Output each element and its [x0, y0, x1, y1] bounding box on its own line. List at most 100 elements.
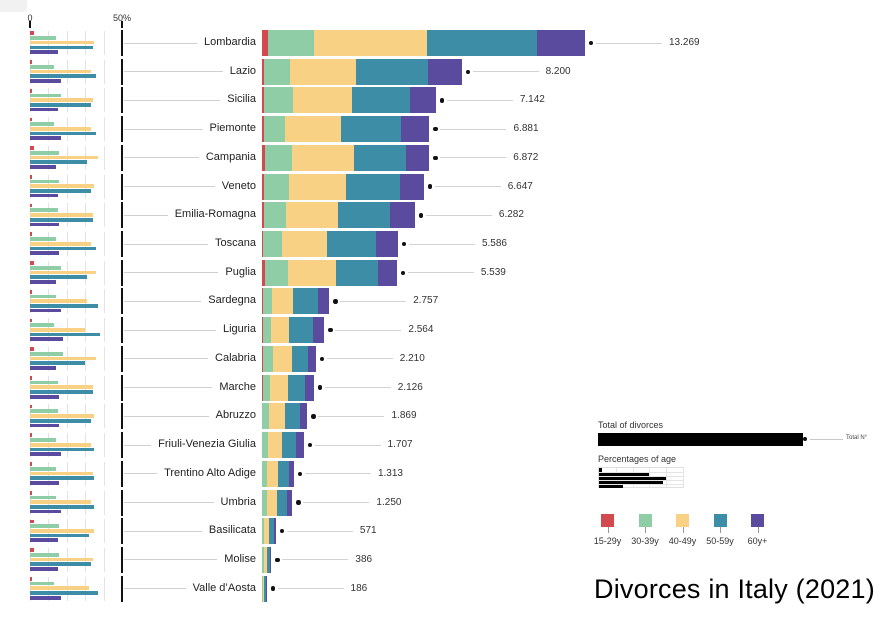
- region-label: Piemonte: [202, 122, 256, 136]
- small-bar-50-59y: [30, 131, 97, 136]
- legend-total-marker-label: Total N°: [846, 435, 868, 441]
- bar-segment-40-49y: [313, 30, 427, 56]
- bar-segment-30-39y: [262, 460, 267, 487]
- small-bar-50-59y: [30, 591, 99, 595]
- stacked-bar: [262, 116, 430, 143]
- leader-line: [124, 71, 254, 73]
- bar-segment-50-59y: [276, 489, 288, 516]
- small-bar-50-59y: [30, 533, 89, 538]
- bar-segment-60y+: [427, 58, 462, 85]
- stacked-bar: [262, 288, 330, 315]
- stacked-bar: [262, 317, 325, 344]
- small-bar-60y+: [30, 509, 62, 514]
- small-bar-40-49y: [30, 155, 99, 160]
- bar-segment-50-59y: [281, 432, 297, 459]
- small-bar-30-39y: [30, 581, 54, 586]
- bar-segment-30-39y: [262, 374, 271, 401]
- small-bar-30-39y: [30, 352, 64, 356]
- legend-pct-example-chart: [598, 467, 684, 488]
- bar-segment-30-39y: [263, 87, 294, 114]
- small-bar-15-29y: [30, 318, 32, 323]
- bar-segment-50-59y: [355, 58, 428, 85]
- fifty-percent-marker: [121, 173, 123, 200]
- small-bar-50-59y: [30, 505, 95, 509]
- bar-segment-40-49y: [289, 173, 347, 200]
- small-bar-30-39y: [30, 93, 62, 98]
- bar-segment-30-39y: [263, 231, 283, 258]
- value-line: [318, 415, 385, 417]
- bar-segment-60y+: [300, 403, 308, 430]
- bar-segment-40-49y: [287, 259, 337, 286]
- stacked-bar: [262, 58, 462, 85]
- bar-segment-30-39y: [262, 489, 267, 516]
- small-bar-15-29y: [30, 404, 32, 409]
- bar-segment-60y+: [305, 374, 314, 401]
- small-bar-40-49y: [30, 213, 93, 217]
- bar-segment-40-49y: [270, 374, 288, 401]
- small-bar-50-59y: [30, 303, 99, 308]
- value-dot-marker: [465, 69, 470, 74]
- total-value-label: 386: [355, 553, 373, 565]
- total-value-label: 6.881: [513, 123, 539, 135]
- bar-segment-60y+: [409, 87, 436, 114]
- stacked-bar: [262, 403, 308, 430]
- stacked-bar: [262, 518, 276, 545]
- small-bar-60y+: [30, 279, 56, 284]
- total-value-label: 7.142: [519, 94, 545, 106]
- leader-line: [124, 329, 254, 331]
- small-bar-15-29y: [30, 490, 32, 495]
- legend-item-label: 50-59y: [706, 536, 734, 546]
- total-value-label: 13.269: [668, 37, 700, 48]
- bar-segment-60y+: [390, 202, 415, 229]
- pct-gridline: [103, 174, 105, 199]
- pct-gridline: [103, 346, 105, 371]
- bar-segment-40-49y: [270, 317, 290, 344]
- bar-segment-50-59y: [269, 518, 274, 545]
- bar-segment-60y+: [308, 345, 316, 372]
- small-bar-15-29y: [30, 519, 34, 524]
- pct-gridline: [103, 490, 105, 515]
- bar-segment-60y+: [376, 231, 398, 258]
- leader-line: [124, 300, 254, 302]
- region-label: Marche: [212, 380, 256, 394]
- total-value-label: 6.872: [513, 151, 539, 163]
- bar-segment-30-39y: [262, 317, 271, 344]
- region-label: Puglia: [218, 265, 256, 279]
- small-bar-15-29y: [30, 548, 34, 553]
- small-bar-50-59y: [30, 390, 93, 394]
- small-bar-50-59y: [30, 361, 86, 366]
- value-line: [340, 300, 407, 302]
- leader-line: [124, 272, 254, 274]
- small-bar-30-39y: [30, 208, 58, 213]
- small-bar-30-39y: [30, 36, 56, 40]
- small-bar-15-29y: [30, 60, 32, 64]
- bar-segment-30-39y: [262, 518, 265, 545]
- bar-segment-60y+: [287, 489, 293, 516]
- small-bar-15-29y: [30, 289, 32, 294]
- fifty-percent-marker: [121, 87, 123, 114]
- bar-segment-50-59y: [338, 202, 391, 229]
- region-label: Sicilia: [220, 93, 256, 107]
- mini-grid-vline: [666, 468, 667, 488]
- small-bar-50-59y: [30, 45, 93, 50]
- bar-segment-15-29y: [262, 144, 266, 171]
- bar-segment-60y+: [296, 432, 304, 459]
- pct-gridline: [103, 88, 105, 113]
- bar-segment-30-39y: [262, 575, 263, 602]
- fifty-percent-marker: [121, 575, 123, 602]
- fifty-percent-marker: [121, 374, 123, 401]
- value-line: [286, 530, 353, 532]
- small-bar-40-49y: [30, 328, 86, 332]
- leader-line: [124, 559, 254, 561]
- fifty-percent-marker: [121, 288, 123, 315]
- small-bar-30-39y: [30, 466, 56, 471]
- small-bar-40-49y: [30, 184, 95, 189]
- bar-segment-15-29y: [262, 116, 264, 143]
- small-bar-15-29y: [30, 577, 32, 581]
- total-value-label: 8.200: [545, 65, 571, 77]
- mini-demo-bar: [599, 476, 667, 480]
- pct-gridline: [103, 203, 105, 228]
- pct-gridline: [103, 576, 105, 601]
